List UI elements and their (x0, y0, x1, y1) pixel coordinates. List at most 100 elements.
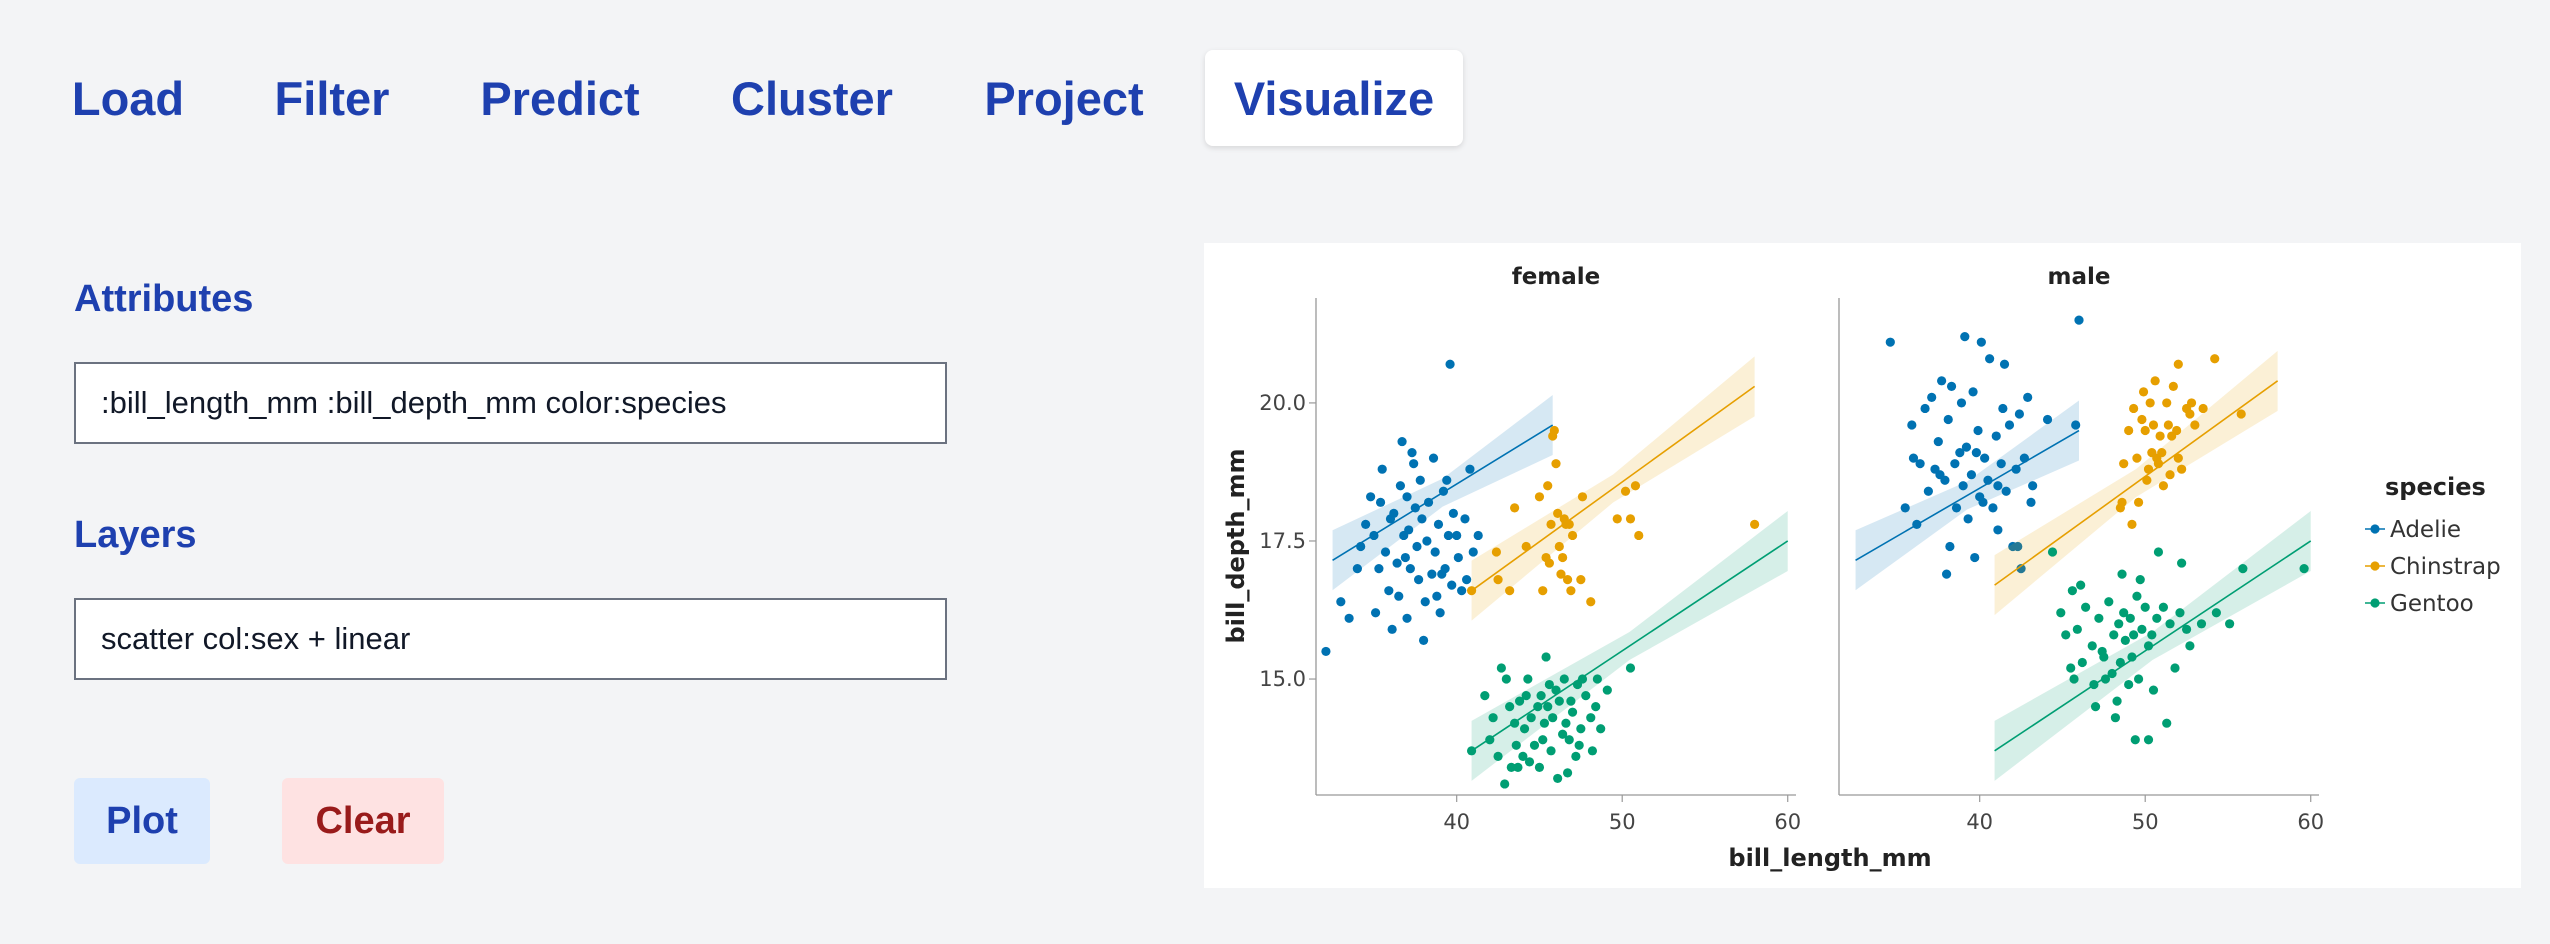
male-adelie-point (1963, 514, 1973, 524)
male-adelie-point (2001, 486, 2011, 496)
male-gentoo-point (2077, 657, 2087, 668)
female-chinstrap-point (1505, 586, 1515, 596)
female-adelie-point (1344, 613, 1354, 623)
female-gentoo-point (1546, 746, 1556, 756)
female-chinstrap-point (1466, 586, 1477, 596)
female-chinstrap-point (1564, 519, 1574, 530)
female-adelie-point (1437, 569, 1447, 579)
female-gentoo-point (1544, 679, 1554, 690)
male-gentoo-point (2299, 563, 2309, 574)
male-gentoo-point (2133, 674, 2144, 684)
female-chinstrap-point (1543, 481, 1553, 491)
male-adelie-point (1956, 398, 1967, 408)
female-chinstrap-point (1630, 481, 1641, 491)
male-adelie-point (1920, 403, 1930, 414)
female-x-tick-label: 60 (1774, 810, 1801, 834)
female-chinstrap-point (1620, 486, 1631, 496)
female-adelie-point (1448, 508, 1458, 518)
female-adelie-point (1377, 464, 1387, 474)
male-gentoo-point (2132, 591, 2142, 601)
tab-predict[interactable]: Predict (480, 71, 640, 125)
attributes-input[interactable] (74, 362, 947, 444)
male-gentoo-point (2117, 569, 2127, 579)
female-chinstrap-point (1567, 530, 1578, 541)
female-chinstrap-point (1544, 558, 1554, 568)
male-adelie-point (2074, 315, 2084, 325)
female-adelie-point (1369, 530, 1379, 541)
male-gentoo-point (2125, 613, 2135, 623)
male-adelie-point (1937, 376, 1947, 386)
male-chinstrap-point (2198, 403, 2208, 414)
female-gentoo-point (1538, 735, 1548, 745)
tab-visualize[interactable]: Visualize (1205, 50, 1463, 146)
male-adelie-point (1912, 519, 1922, 530)
male-adelie-point (2023, 392, 2033, 402)
male-adelie-point (1961, 442, 1972, 452)
female-gentoo-point (1521, 691, 1531, 701)
female-adelie-point (1394, 591, 1404, 601)
male-gentoo-point (2069, 674, 2079, 684)
male-gentoo-point (2056, 608, 2066, 618)
female-chinstrap-point (1554, 541, 1564, 552)
female-adelie-point (1387, 624, 1397, 634)
y-tick-label: 17.5 (1259, 529, 1306, 553)
female-gentoo-point (1493, 751, 1503, 761)
male-x-tick-label: 50 (2132, 810, 2159, 834)
female-chinstrap-regression-line (1471, 385, 1756, 592)
male-gentoo-point (2076, 580, 2086, 590)
female-gentoo-point (1586, 713, 1596, 723)
female-chinstrap-point (1521, 541, 1531, 552)
male-adelie-point (1900, 503, 1910, 513)
male-adelie-point (2013, 541, 2023, 552)
male-chinstrap-point (2127, 519, 2137, 530)
female-gentoo-point (1510, 718, 1520, 728)
male-chinstrap-point (2163, 420, 2173, 430)
female-adelie-point (1457, 586, 1467, 596)
tab-cluster[interactable]: Cluster (731, 71, 893, 125)
female-adelie-point (1417, 514, 1427, 524)
female-adelie-point (1405, 563, 1415, 574)
male-chinstrap-regression-line (1994, 380, 2279, 586)
female-gentoo-regression-line (1471, 540, 1789, 752)
male-chinstrap-point (2210, 354, 2220, 364)
male-adelie-point (2042, 414, 2053, 425)
male-chinstrap-point (2119, 459, 2129, 469)
chart-panel: female 40 50 60 15.0 17.5 20.0 male 40 50 60 bill_l… (1204, 243, 2521, 888)
female-adelie-point (1356, 541, 1366, 552)
plot-button[interactable]: Plot (74, 778, 210, 864)
male-gentoo-point (2120, 635, 2130, 645)
male-chinstrap-point (2143, 464, 2154, 474)
female-chinstrap-point (1549, 425, 1559, 436)
male-adelie-point (1958, 481, 1968, 491)
female-gentoo-point (1480, 691, 1490, 701)
male-adelie-point (1907, 420, 1917, 430)
male-adelie-point (1968, 387, 1978, 397)
tab-project[interactable]: Project (984, 71, 1144, 125)
male-chinstrap-point (2148, 420, 2159, 430)
tab-load[interactable]: Load (71, 71, 185, 125)
female-chinstrap-point (1634, 530, 1644, 541)
tab-filter[interactable]: Filter (274, 71, 390, 125)
male-chinstrap-point (2167, 431, 2177, 441)
male-adelie-point (2071, 420, 2081, 430)
male-adelie-point (1923, 486, 1933, 496)
female-adelie-point (1397, 436, 1407, 447)
male-adelie-point (1993, 525, 2003, 535)
female-chinstrap-point (1546, 519, 1556, 530)
female-gentoo-point (1518, 751, 1528, 761)
female-adelie-point (1465, 464, 1475, 474)
female-chinstrap-point (1551, 459, 1561, 469)
male-adelie-point (1943, 414, 1953, 425)
clear-button[interactable]: Clear (282, 778, 444, 864)
female-chinstrap-point (1491, 547, 1502, 557)
female-gentoo-point (1562, 768, 1573, 778)
male-chinstrap-point (2140, 425, 2150, 436)
male-chinstrap-point (2236, 409, 2246, 419)
male-chinstrap-point (2173, 453, 2183, 463)
male-adelie-point (1966, 470, 1977, 480)
layers-input[interactable] (74, 598, 947, 680)
female-adelie-point (1402, 613, 1412, 623)
male-gentoo-point (2127, 652, 2137, 662)
male-gentoo-point (2225, 619, 2235, 629)
male-chinstrap-point (2150, 376, 2160, 386)
